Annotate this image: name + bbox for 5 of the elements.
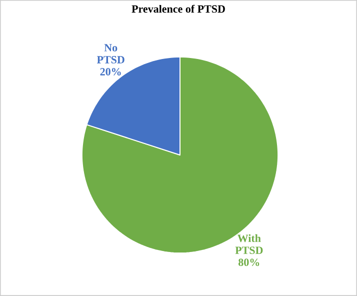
data-label: 80% [238,258,260,266]
data-label: 20% [100,68,121,76]
slice-label: No PTSD [96,44,124,64]
chart-title: Prevalence of PTSD [132,4,225,13]
slice-label: With PTSD [235,234,263,254]
